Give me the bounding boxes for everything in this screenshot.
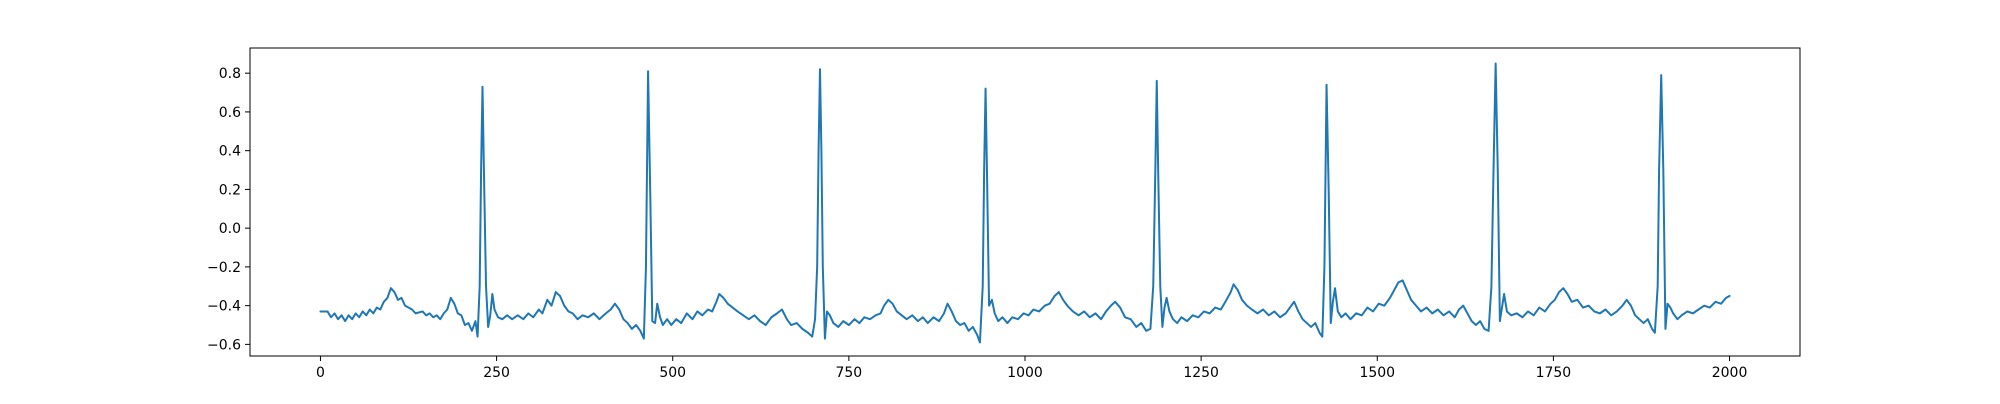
x-tick-label: 0 — [316, 365, 325, 381]
y-tick-label: −0.6 — [207, 337, 241, 353]
ticks-layer: 0 250 500 750 1000 1250 1500 1750 2000 −0.6 −0.4 −0… — [207, 66, 1747, 381]
y-tick-label: −0.2 — [207, 260, 241, 276]
x-tick-label: 1500 — [1359, 365, 1395, 381]
y-tick-label: 0.8 — [219, 66, 241, 82]
x-tick-label: 250 — [483, 365, 510, 381]
x-tick-label: 2000 — [1712, 365, 1748, 381]
x-tick-label: 750 — [835, 365, 862, 381]
y-tick-label: 0.2 — [219, 182, 241, 198]
y-tick-label: −0.4 — [207, 299, 241, 315]
x-tick-label: 1000 — [1007, 365, 1043, 381]
series-layer — [319, 62, 1731, 344]
y-tick-label: 0.4 — [219, 144, 241, 160]
y-tick-label: 0.6 — [219, 105, 241, 121]
axes-frame — [249, 47, 1801, 357]
y-tick-label: 0.0 — [219, 221, 241, 237]
x-tick-label: 500 — [659, 365, 686, 381]
plot-area — [250, 48, 1800, 356]
series-line — [319, 62, 1731, 344]
x-tick-label: 1250 — [1183, 365, 1219, 381]
x-tick-label: 1750 — [1536, 365, 1572, 381]
